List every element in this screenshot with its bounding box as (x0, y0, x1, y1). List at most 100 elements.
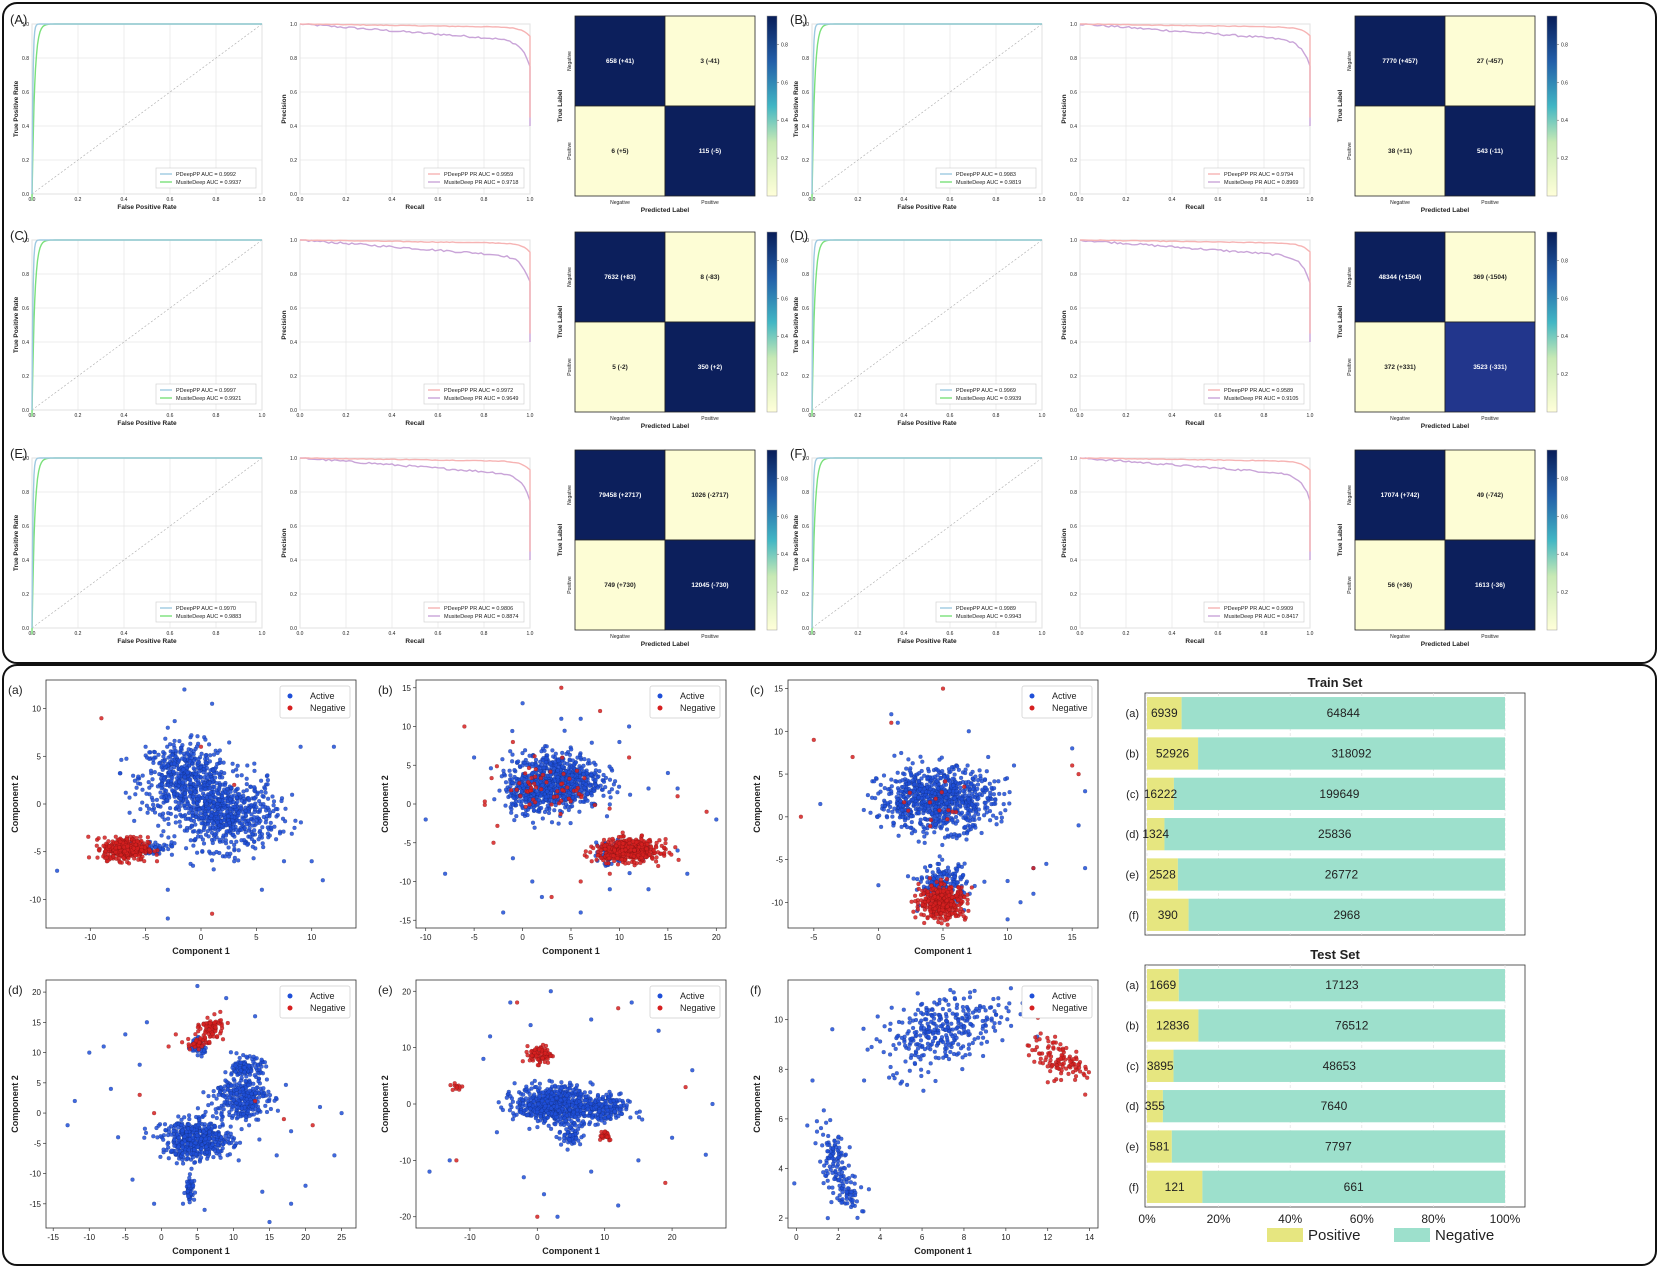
cm-y-label: True Label (557, 306, 564, 339)
point-active (165, 916, 170, 921)
point-negative (651, 848, 656, 853)
cm-x-label: Predicted Label (1421, 207, 1470, 214)
point-active (157, 812, 163, 817)
point-active (916, 839, 921, 844)
point-active (895, 720, 900, 725)
point-active (552, 808, 557, 813)
point-active (145, 810, 150, 815)
point-active (895, 797, 900, 802)
point-active (539, 805, 544, 811)
point-negative (145, 835, 151, 840)
colorbar-tick-label: 0.4 (1561, 334, 1568, 340)
point-negative (598, 848, 604, 853)
x-axis-label: False Positive Rate (897, 420, 957, 427)
point-active (976, 807, 981, 812)
cm-cell (1354, 15, 1446, 107)
point-active (204, 760, 209, 766)
point-active (245, 842, 250, 847)
point-active (159, 782, 164, 787)
point-active (200, 848, 205, 854)
point-active (212, 775, 218, 780)
point-active (533, 757, 539, 763)
point-active (188, 790, 193, 795)
point-active (252, 761, 257, 766)
cm-cell (1354, 539, 1446, 631)
point-active (130, 773, 136, 778)
legend-label: PDeepPP AUC = 0.9970 (176, 606, 236, 612)
point-active (207, 780, 213, 785)
colorbar-tick-label: 0.8 (781, 476, 788, 482)
point-active (179, 786, 184, 791)
point-negative (559, 685, 564, 690)
point-negative (628, 847, 634, 853)
y-tick-label: -10 (399, 878, 411, 887)
point-active (511, 795, 516, 800)
point-active (965, 763, 970, 768)
point-active (1005, 878, 1010, 884)
point-negative (654, 840, 659, 846)
point-active (235, 773, 240, 778)
cm-x-tick: Negative (1390, 634, 1410, 640)
point-active (627, 870, 632, 876)
point-active (217, 772, 222, 777)
point-negative (611, 853, 616, 858)
x-tick-label: 1.0 (1039, 197, 1046, 203)
point-active (211, 825, 216, 830)
y-tick-label: 0.0 (802, 626, 809, 632)
legend-box (1203, 167, 1305, 189)
cm-cell (1354, 105, 1446, 197)
cm-x-label: Predicted Label (1421, 641, 1470, 648)
point-negative (603, 861, 609, 866)
point-active (1031, 891, 1036, 896)
point-active (569, 747, 574, 752)
cm-cell-value: 5 (-2) (612, 364, 628, 371)
x-tick-label: 0.8 (1261, 413, 1268, 419)
point-negative (612, 858, 617, 864)
point-negative (113, 834, 118, 839)
point-active (886, 787, 891, 792)
point-active (984, 769, 989, 774)
legend-box (935, 601, 1037, 623)
point-negative (232, 782, 237, 788)
point-active (208, 795, 213, 800)
point-active (1005, 917, 1010, 922)
roc-plot-area (31, 23, 263, 195)
x-tick-label: 0.4 (121, 197, 128, 203)
point-active (881, 807, 886, 812)
point-negative (635, 853, 641, 858)
point-negative (639, 833, 645, 838)
point-active (195, 834, 201, 839)
point-active (560, 764, 565, 769)
y-tick-label: 0.0 (1070, 408, 1077, 414)
x-tick-label: 0.0 (1077, 197, 1084, 203)
point-active (231, 825, 236, 830)
point-active (191, 758, 197, 763)
x-tick-label: 0.2 (855, 631, 862, 637)
point-active (136, 774, 141, 779)
colorbar (766, 231, 778, 413)
point-active (281, 859, 287, 864)
point-active (189, 818, 194, 823)
point-active (952, 874, 957, 879)
point-active (966, 729, 971, 734)
point-active (172, 738, 177, 744)
point-active (929, 811, 935, 816)
point-active (195, 734, 200, 739)
point-active (911, 789, 916, 794)
pr-plot-area (1079, 239, 1311, 411)
cm-y-tick: Negative (567, 51, 573, 71)
cm-cell (1444, 449, 1536, 541)
point-active (181, 751, 187, 756)
point-active (996, 779, 1001, 784)
series-line-pdeeppp (811, 457, 1042, 628)
point-active (217, 798, 222, 803)
cm-x-tick: Negative (610, 200, 630, 206)
point-negative (529, 775, 534, 781)
point-negative (601, 837, 607, 843)
colorbar (1546, 231, 1558, 413)
cm-cell-value: 3523 (-331) (1473, 364, 1507, 371)
point-active (210, 804, 215, 809)
point-active (209, 813, 214, 819)
point-active (919, 875, 924, 880)
point-active (616, 784, 622, 789)
